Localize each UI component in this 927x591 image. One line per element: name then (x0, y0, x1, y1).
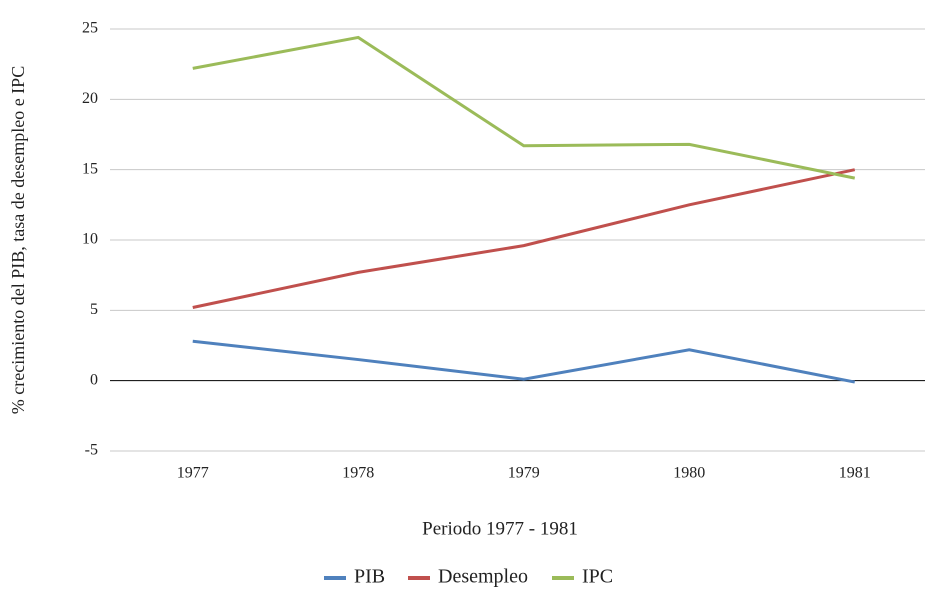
x-tick-label: 1980 (673, 465, 705, 482)
x-tick-label: 1979 (508, 465, 540, 482)
y-tick-label: 0 (90, 371, 98, 388)
series-line (192, 168, 856, 309)
legend-label: Desempleo (438, 566, 528, 588)
y-tick-label: 10 (82, 231, 98, 248)
x-tick-label: 1981 (839, 465, 871, 482)
series-line (192, 35, 856, 180)
x-tick-label: 1977 (177, 465, 209, 482)
y-tick-label: 20 (82, 90, 98, 107)
series-line (192, 339, 856, 384)
y-axis-label: % crecimiento del PIB, tasa de desempleo… (8, 66, 28, 414)
y-tick-label: 5 (90, 301, 98, 318)
y-tick-label: 25 (82, 20, 98, 37)
legend-label: PIB (354, 566, 385, 588)
x-tick-label: 1978 (342, 465, 374, 482)
x-axis-label: Periodo 1977 - 1981 (422, 518, 578, 539)
y-tick-label: -5 (85, 442, 98, 459)
legend-label: IPC (582, 566, 613, 588)
y-tick-label: 15 (82, 160, 98, 177)
